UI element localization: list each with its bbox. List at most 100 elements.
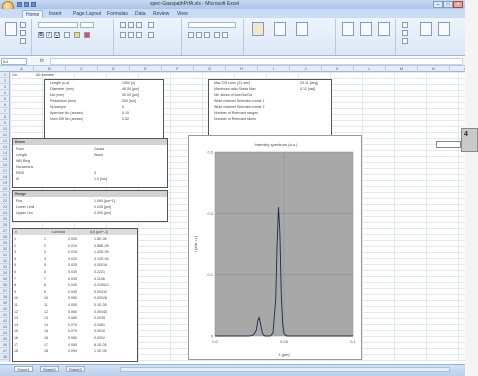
row-header[interactable]: 21 [0,192,10,198]
row-header[interactable]: 4 [0,90,10,96]
row-header[interactable]: 29 [0,240,10,246]
cell-a2[interactable]: Ga [12,73,17,77]
column-header[interactable]: L [354,66,386,72]
row-header[interactable]: 14 [0,150,10,156]
table-cell[interactable]: 0.010 [68,243,77,248]
table-cell[interactable]: 4.12E-05 [94,256,109,261]
clear-icon[interactable] [402,38,408,44]
table-cell[interactable]: 0.025 [68,263,77,268]
table-cell[interactable]: 9 [44,289,46,294]
table-cell[interactable]: 7 [14,276,16,281]
row-header[interactable]: 27 [0,228,10,234]
table-cell[interactable]: 0.00016 [94,263,107,268]
row-header[interactable]: 33 [0,264,10,270]
table-cell[interactable]: 6 [44,270,46,274]
font-name-select[interactable] [38,22,78,28]
param-value[interactable]: 1.069 [µm^1] [94,199,115,203]
row-header[interactable]: 25 [0,216,10,222]
param-label[interactable]: Form [16,147,25,151]
table-cell[interactable]: 10 [14,296,18,301]
param-value[interactable]: 0.045 [µm] [94,205,112,209]
table-cell[interactable]: 1.42E-05 [94,250,109,255]
table-cell[interactable]: 0.0061 [94,322,105,327]
row-header[interactable]: 39 [0,300,10,306]
italic-icon[interactable]: I [46,32,52,38]
table-cell[interactable]: 0.00028 [94,296,107,301]
table-cell[interactable]: 1 [44,237,46,241]
table-cell[interactable]: 0.029521 [94,283,109,288]
table-cell[interactable]: 0.015 [68,250,77,255]
param-label[interactable]: Diameter (mm) [50,87,74,91]
row-header[interactable]: 22 [0,198,10,204]
table-cell[interactable]: 17 [14,342,18,347]
maximize-button[interactable]: □ [443,1,453,8]
row-header[interactable]: 30 [0,246,10,252]
param-value[interactable]: 25.11 [deg] [300,81,318,85]
sort-filter-icon[interactable] [420,22,432,36]
close-button[interactable]: × [453,1,463,8]
align-right-icon[interactable] [136,32,142,38]
param-value[interactable]: Stack [94,153,103,157]
decrease-decimal-icon[interactable] [222,32,228,38]
table-cell[interactable]: 11 [14,303,18,307]
table-cell[interactable]: 2 [44,243,46,248]
currency-icon[interactable] [188,32,194,38]
row-header[interactable]: 15 [0,156,10,162]
cell-b2[interactable]: A0 ssmabe [36,73,54,77]
param-label[interactable]: Num Diff Nu (arcsec) [50,117,84,121]
table-cell[interactable]: 0.0002 [94,336,105,340]
row-header[interactable]: 42 [0,318,10,324]
param-value[interactable]: 0.52 [122,117,129,121]
param-label[interactable]: RMS [16,171,24,175]
table-cell[interactable]: 0.005 [68,237,77,241]
column-header[interactable]: H [226,66,258,72]
table-cell[interactable]: 0.070 [68,322,77,327]
row-header[interactable]: 19 [0,180,10,186]
tab-view[interactable]: View [177,11,188,17]
tab-review[interactable]: Review [153,11,170,17]
row-header[interactable]: 44 [0,330,10,336]
table-cell[interactable]: 0.085 [68,342,77,347]
table-cell[interactable]: 0.00045 [94,309,107,314]
align-left-icon[interactable] [120,32,126,38]
fx-icon[interactable]: fx [40,58,44,64]
param-label[interactable]: Maximum ratio Sbeta Max [214,87,256,91]
row-header[interactable]: 9 [0,120,10,126]
table-cell[interactable]: 12 [14,309,18,314]
table-cell[interactable]: 13 [14,316,18,321]
column-header[interactable]: N [418,66,450,72]
row-header[interactable]: 20 [0,186,10,192]
table-cell[interactable]: 2 [14,243,16,248]
param-label[interactable]: Max OD Lens (Z1 sm/) [214,81,251,85]
table-cell[interactable]: 4 [14,256,16,261]
table-cell[interactable]: 1 [14,237,16,241]
table-cell[interactable]: 9 [14,289,16,294]
param-value[interactable]: 0.090 [µm] [94,211,112,215]
align-center-icon[interactable] [128,32,134,38]
param-value[interactable]: 1300 [u] [122,81,135,85]
table-cell[interactable]: 0.020 [68,256,77,261]
column-header[interactable]: G [194,66,226,72]
table-cell[interactable]: 0.075 [68,329,77,334]
table-cell[interactable]: 0.055 [68,303,77,307]
table-cell[interactable]: 8.1E-05 [94,342,107,347]
table-cell[interactable]: 5.1E-05 [94,303,107,307]
row-header[interactable]: 32 [0,258,10,264]
param-value[interactable]: 1.0 [nm] [94,177,107,181]
row-header[interactable]: 17 [0,168,10,174]
comma-style-icon[interactable] [204,32,210,38]
save-icon[interactable] [17,2,22,7]
row-header[interactable]: 37 [0,288,10,294]
param-label[interactable]: Nd (mm) [50,93,64,97]
row-header[interactable]: 26 [0,222,10,228]
minimize-button[interactable]: – [433,1,443,8]
row-header[interactable]: 24 [0,210,10,216]
table-cell[interactable]: 8 [14,283,16,288]
param-label[interactable]: Number of Relevant ranges [214,111,258,115]
table-cell[interactable]: 17 [44,342,48,347]
row-header[interactable]: 8 [0,114,10,120]
row-header[interactable]: 1 [0,72,10,78]
table-cell[interactable]: 14 [14,322,18,327]
table-cell[interactable]: 13 [44,316,48,321]
table-cell[interactable]: 0.00432 [94,289,107,294]
